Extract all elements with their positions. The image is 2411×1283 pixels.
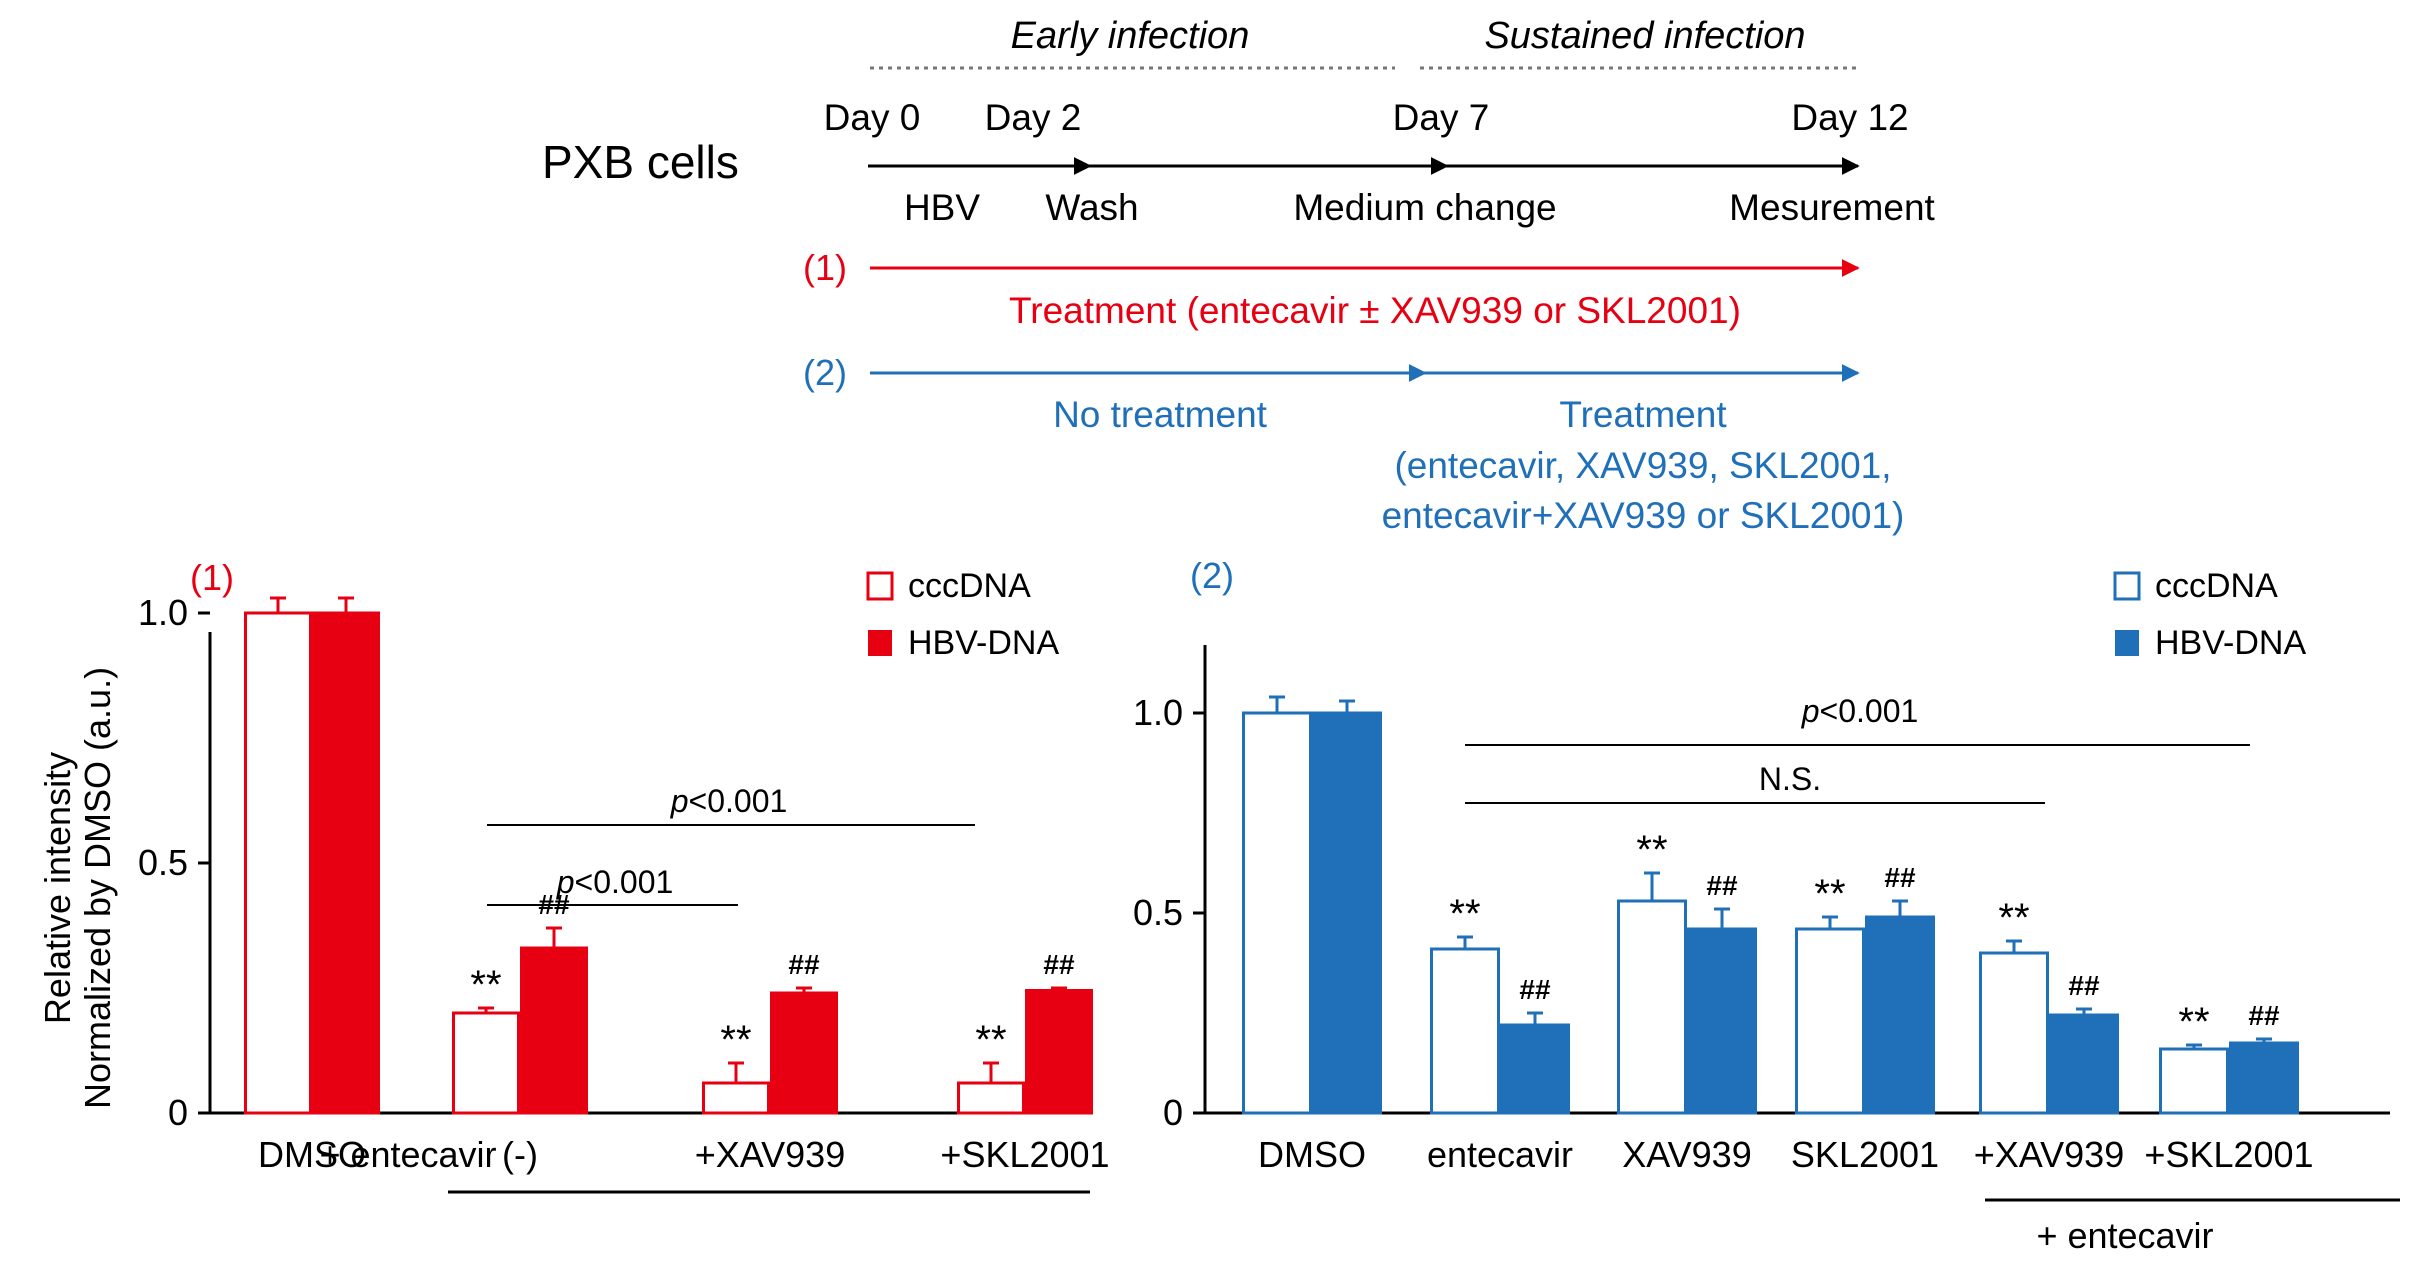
comparison-label: p<0.001 (670, 783, 788, 819)
significance-mark-ccc: ** (975, 1018, 1006, 1062)
day-0-label: Day 0 (824, 97, 921, 138)
legend-swatch-hbvdna (868, 630, 892, 656)
x-tick-label: +SKL2001 (940, 1134, 1109, 1175)
bar-hbvdna (1312, 711, 1382, 1115)
x-tick-label: (-) (502, 1134, 538, 1175)
bar-cccdna (452, 1011, 520, 1115)
protocol-2-treatment: Treatment (1559, 394, 1727, 435)
significance-mark-hbv: ## (2248, 1000, 2280, 1031)
chart-1-panel-label: (1) (190, 557, 234, 598)
day-2-label: Day 2 (985, 97, 1082, 138)
bar-cccdna (957, 1081, 1025, 1115)
y-tick-label: 0.5 (1133, 892, 1183, 933)
x-tick-label: +XAV939 (1974, 1134, 2124, 1175)
legend-label-hbvdna: HBV-DNA (908, 624, 1059, 662)
phase-sustained-label: Sustained infection (1484, 15, 1805, 57)
bar-cccdna (1242, 711, 1312, 1115)
bar-cccdna (1979, 951, 2049, 1115)
significance-mark-hbv: ## (1884, 862, 1916, 893)
comparison-label: p<0.001 (556, 864, 674, 900)
significance-mark-hbv: ## (788, 949, 820, 980)
protocol-2-treatment-list-1: (entecavir, XAV939, SKL2001, (1394, 445, 1891, 486)
comparison-label: N.S. (1759, 761, 1821, 797)
bar-cccdna (702, 1081, 770, 1115)
bar-cccdna (1430, 947, 1500, 1115)
significance-mark-ccc: ** (720, 1018, 751, 1062)
day-12-label: Day 12 (1791, 97, 1908, 138)
x-tick-label: DMSO (1258, 1134, 1366, 1175)
bar-cccdna (2159, 1047, 2229, 1115)
y-axis-label-line2: Normalized by DMSO (a.u.) (77, 667, 118, 1109)
group-label: + entecavir (319, 1134, 496, 1175)
legend-label-cccdna: cccDNA (2155, 567, 2278, 605)
event-hbv: HBV (904, 187, 980, 228)
protocol-1-number: (1) (803, 247, 847, 288)
group-label: + entecavir (2036, 1215, 2213, 1256)
bar-cccdna (1795, 927, 1865, 1115)
bar-hbvdna (2049, 1013, 2119, 1115)
y-tick-label: 0 (1163, 1092, 1183, 1133)
chart-2-panel-label: (2) (1190, 555, 1234, 596)
bar-hbvdna (1687, 927, 1757, 1115)
chart-2: (2) cccDNA HBV-DNA + entecavir 0 0.5 1.0 DM… (1133, 555, 2400, 1256)
significance-mark-hbv: ## (1043, 949, 1075, 980)
legend-swatch-cccdna (2113, 571, 2141, 601)
significance-mark-ccc: ** (470, 963, 501, 1007)
x-tick-label: entecavir (1427, 1134, 1573, 1175)
bar-cccdna (244, 611, 312, 1115)
protocol-2-number: (2) (803, 352, 847, 393)
bar-hbvdna (312, 611, 380, 1115)
bar-hbvdna (2229, 1041, 2299, 1115)
y-tick-label: 0.5 (138, 842, 188, 883)
legend-label-cccdna: cccDNA (908, 567, 1031, 605)
bar-hbvdna (1500, 1023, 1570, 1115)
protocol-1-text: Treatment (entecavir ± XAV939 or SKL2001… (1009, 290, 1741, 331)
event-medium-change: Medium change (1293, 187, 1556, 228)
event-measurement: Mesurement (1729, 187, 1935, 228)
bar-hbvdna (770, 991, 838, 1115)
y-axis-label-line1: Relative intensity (37, 752, 78, 1024)
cells-label: PXB cells (542, 136, 739, 188)
bar-hbvdna (520, 946, 588, 1115)
y-tick-label: 1.0 (138, 592, 188, 633)
legend-label-hbvdna: HBV-DNA (2155, 624, 2306, 662)
significance-mark-ccc: ** (1814, 872, 1845, 916)
event-wash: Wash (1045, 187, 1138, 228)
legend-swatch-hbvdna (2115, 630, 2139, 656)
significance-mark-hbv: ## (1706, 870, 1738, 901)
y-tick-label: 1.0 (1133, 692, 1183, 733)
legend-swatch-cccdna (866, 571, 894, 601)
significance-mark-hbv: ## (2068, 970, 2100, 1001)
significance-mark-ccc: ** (2178, 1000, 2209, 1044)
bar-cccdna (1617, 899, 1687, 1115)
significance-mark-hbv: ## (1519, 974, 1551, 1005)
x-tick-label: +XAV939 (695, 1134, 845, 1175)
x-tick-label: +SKL2001 (2144, 1134, 2313, 1175)
protocol-2-no-treatment: No treatment (1053, 394, 1268, 435)
significance-mark-ccc: ** (1998, 896, 2029, 940)
x-tick-label: DMSO (258, 1134, 366, 1175)
protocol-2-treatment-list-2: entecavir+XAV939 or SKL2001) (1382, 495, 1905, 536)
x-tick-label: XAV939 (1622, 1134, 1751, 1175)
phase-early-label: Early infection (1011, 15, 1250, 57)
significance-mark-ccc: ** (1449, 892, 1480, 936)
bar-hbvdna (1025, 989, 1093, 1115)
bar-hbvdna (1865, 915, 1935, 1115)
significance-mark-ccc: ** (1636, 828, 1667, 872)
x-tick-label: SKL2001 (1791, 1134, 1939, 1175)
chart-1: (1) Relative intensity Normalized by DMS… (37, 557, 1110, 1194)
protocol-schematic: Early infection Sustained infection PXB … (542, 15, 1936, 536)
day-7-label: Day 7 (1393, 97, 1490, 138)
comparison-label: p<0.001 (1801, 693, 1919, 729)
y-tick-label: 0 (168, 1092, 188, 1133)
